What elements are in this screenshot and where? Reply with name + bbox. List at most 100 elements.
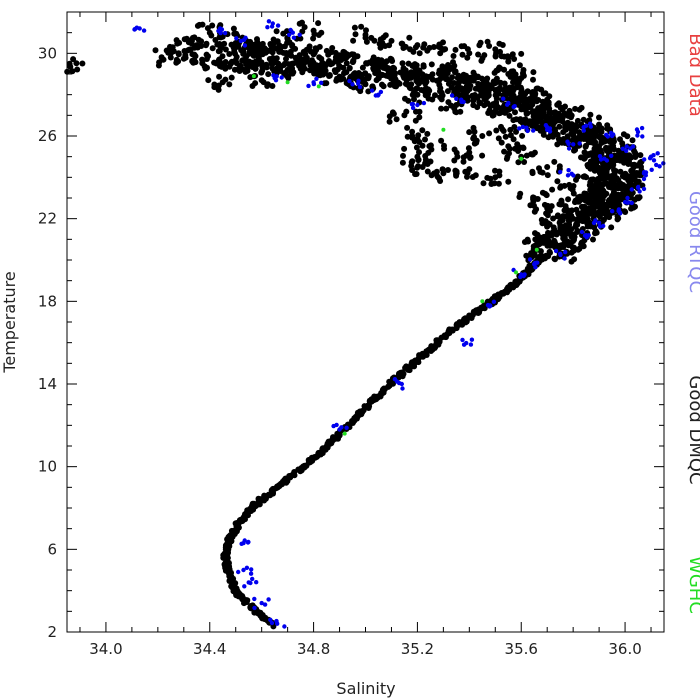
- good-dmqc-point: [262, 49, 269, 56]
- good-dmqc-point: [424, 168, 431, 175]
- x-tick-label: 35.6: [505, 640, 538, 658]
- good-dmqc-point: [498, 139, 505, 146]
- good-dmqc-point: [516, 62, 523, 69]
- good-dmqc-point: [437, 178, 444, 184]
- good-dmqc-point: [435, 70, 442, 77]
- good-dmqc-point: [570, 132, 577, 139]
- y-tick-label: 26: [38, 127, 57, 145]
- good-dmqc-point: [491, 293, 498, 300]
- good-dmqc-point: [347, 74, 354, 81]
- legend-wghc: WGHC: [685, 556, 700, 614]
- good-dmqc-point: [415, 359, 422, 366]
- good-dmqc-point: [601, 138, 608, 145]
- good-dmqc-point: [74, 66, 81, 73]
- good-dmqc-point: [328, 440, 335, 447]
- good-dmqc-point: [361, 403, 368, 410]
- good-dmqc-point: [505, 178, 512, 185]
- good-dmqc-point: [561, 182, 568, 189]
- good-dmqc-point: [547, 207, 553, 214]
- good-dmqc-point: [357, 88, 364, 95]
- good-dmqc-point: [465, 145, 472, 152]
- good-dmqc-point: [372, 70, 379, 77]
- good-dmqc-point: [333, 77, 340, 84]
- good-rtqc-point: [288, 27, 293, 33]
- good-dmqc-point: [520, 120, 527, 127]
- good-dmqc-point: [483, 100, 490, 107]
- good-dmqc-point: [450, 53, 457, 59]
- good-rtqc-point: [525, 128, 530, 134]
- good-dmqc-point: [382, 63, 389, 70]
- good-dmqc-point: [631, 147, 637, 154]
- good-rtqc-point: [547, 129, 553, 134]
- good-dmqc-point: [401, 74, 408, 81]
- good-rtqc-point: [259, 600, 264, 606]
- good-dmqc-point: [323, 47, 330, 54]
- x-tick-label: 34.8: [297, 640, 330, 658]
- good-dmqc-point: [554, 178, 561, 185]
- data-points: [64, 19, 666, 630]
- good-dmqc-point: [521, 159, 528, 165]
- good-dmqc-point: [535, 105, 542, 112]
- good-dmqc-point: [575, 246, 582, 253]
- good-dmqc-point: [497, 109, 504, 116]
- y-tick-label: 22: [38, 210, 57, 228]
- good-dmqc-point: [586, 150, 593, 157]
- good-dmqc-point: [208, 32, 215, 39]
- good-rtqc-point: [245, 540, 251, 545]
- good-dmqc-point: [445, 167, 451, 173]
- good-dmqc-point: [445, 62, 451, 68]
- good-rtqc-point: [274, 74, 279, 79]
- good-dmqc-point: [419, 164, 426, 170]
- good-dmqc-point: [568, 249, 575, 256]
- good-dmqc-point: [617, 168, 624, 175]
- good-rtqc-point: [624, 148, 629, 154]
- good-dmqc-point: [470, 102, 477, 109]
- good-dmqc-point: [562, 222, 569, 229]
- good-dmqc-point: [351, 24, 358, 31]
- good-rtqc-point: [415, 102, 420, 108]
- good-rtqc-point: [249, 567, 254, 572]
- good-dmqc-point: [467, 82, 474, 89]
- good-dmqc-point: [545, 134, 552, 141]
- good-dmqc-point: [349, 51, 355, 58]
- good-dmqc-point: [629, 137, 636, 144]
- good-dmqc-point: [358, 23, 365, 30]
- good-dmqc-point: [470, 94, 477, 101]
- good-dmqc-point: [576, 129, 582, 136]
- good-rtqc-point: [241, 567, 246, 573]
- good-rtqc-point: [464, 340, 469, 346]
- good-dmqc-point: [434, 340, 441, 347]
- good-dmqc-point: [216, 73, 223, 80]
- good-rtqc-point: [242, 538, 247, 543]
- good-dmqc-point: [502, 133, 509, 140]
- good-rtqc-point: [454, 96, 459, 102]
- good-dmqc-point: [273, 28, 280, 35]
- good-dmqc-point: [588, 200, 595, 207]
- good-rtqc-point: [460, 337, 465, 343]
- good-dmqc-point: [167, 43, 173, 50]
- good-dmqc-point: [221, 40, 228, 47]
- good-dmqc-point: [512, 278, 519, 285]
- good-dmqc-point: [620, 151, 627, 158]
- good-dmqc-point: [634, 194, 641, 201]
- good-dmqc-point: [321, 70, 328, 77]
- good-dmqc-point: [455, 72, 462, 79]
- good-dmqc-point: [596, 114, 602, 121]
- good-rtqc-point: [609, 153, 614, 158]
- good-dmqc-point: [408, 361, 415, 368]
- good-dmqc-point: [604, 125, 611, 132]
- good-dmqc-point: [637, 152, 644, 159]
- good-dmqc-point: [413, 62, 420, 69]
- good-dmqc-point: [414, 135, 421, 142]
- good-dmqc-point: [569, 244, 576, 251]
- good-rtqc-point: [394, 379, 400, 384]
- good-dmqc-point: [486, 82, 493, 89]
- good-dmqc-point: [290, 471, 297, 478]
- good-dmqc-point: [224, 559, 231, 566]
- good-dmqc-point: [529, 170, 536, 177]
- good-dmqc-point: [438, 105, 445, 112]
- good-dmqc-point: [490, 101, 497, 108]
- good-dmqc-point: [314, 66, 321, 72]
- good-dmqc-point: [582, 143, 589, 150]
- good-dmqc-point: [589, 211, 596, 218]
